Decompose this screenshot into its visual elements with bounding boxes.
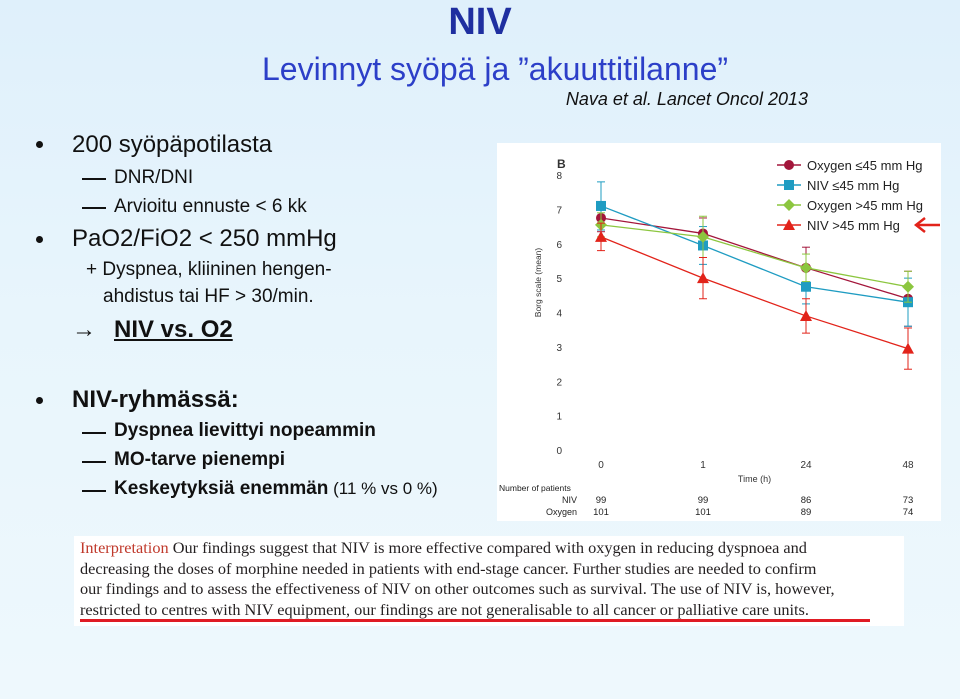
series-line <box>600 236 909 350</box>
data-point <box>596 200 606 211</box>
interpretation-label: Interpretation <box>80 538 169 557</box>
legend-marker <box>783 199 795 211</box>
bullet-dot <box>36 141 43 148</box>
sub-dnr: DNR/DNI <box>114 167 194 188</box>
conclusion-niv-vs-o2: NIV vs. O2 <box>114 316 233 343</box>
bullet-patients: 200 syöpäpotilasta <box>72 131 273 158</box>
bullet-dot <box>36 236 43 243</box>
patients-row-label: Oxygen <box>546 507 577 517</box>
sub-dropouts: Keskeytyksiä enemmän <box>114 478 329 499</box>
sub-dropouts-rate: (11 % vs 0 %) <box>328 479 438 498</box>
conclusion-arrow: → <box>72 316 96 343</box>
patients-header: Number of patients <box>499 483 571 493</box>
y-tick-label: 6 <box>556 240 562 251</box>
data-point <box>902 280 914 293</box>
patients-count: 99 <box>698 495 709 506</box>
data-point <box>800 309 812 321</box>
y-tick-label: 5 <box>556 274 562 285</box>
dash <box>82 432 106 434</box>
slide-subtitle: Levinnyt syöpä ja ”akuuttitilanne” <box>261 51 729 87</box>
interpretation-line-4: restricted to centres with NIV equipment… <box>80 599 809 619</box>
legend-marker <box>783 219 795 230</box>
bullet-dot <box>36 397 43 404</box>
legend-label: NIV ≤45 mm Hg <box>807 178 899 193</box>
y-tick-label: 3 <box>556 343 562 354</box>
citation: Nava et al. Lancet Oncol 2013 <box>565 89 808 109</box>
legend-label: NIV >45 mm Hg <box>807 218 900 233</box>
data-point <box>697 272 709 284</box>
interpretation-line-2: decreasing the doses of morphine needed … <box>80 558 817 578</box>
sub-prognosis: Arvioitu ennuste < 6 kk <box>114 196 307 217</box>
data-point <box>595 230 607 242</box>
x-tick-label: 24 <box>800 460 812 471</box>
y-tick-label: 7 <box>556 205 562 216</box>
patients-count: 89 <box>801 507 812 518</box>
patients-row-label: NIV <box>562 495 577 505</box>
legend-marker <box>784 160 794 170</box>
x-tick-label: 0 <box>598 460 604 471</box>
y-tick-label: 2 <box>556 377 562 388</box>
patients-count: 73 <box>903 495 914 506</box>
interpretation-box: Interpretation Our findings suggest that… <box>74 536 904 626</box>
legend-label: Oxygen >45 mm Hg <box>807 198 923 213</box>
criteria-line-1: + Dyspnea, kliininen hengen- <box>86 259 332 280</box>
bullet-pao2: PaO2/FiO2 < 250 mmHg <box>72 225 337 252</box>
y-axis-label: Borg scale (mean) <box>533 248 543 318</box>
panel-label: B <box>557 157 566 171</box>
patients-count: 99 <box>596 495 607 506</box>
legend-label: Oxygen ≤45 mm Hg <box>807 158 923 173</box>
x-axis-label: Time (h) <box>738 474 771 484</box>
y-tick-label: 4 <box>556 309 562 320</box>
interpretation-line-1: Our findings suggest that NIV is more ef… <box>172 538 807 557</box>
borg-scale-chart: B 0 1 2 3 4 5 6 7 8 Borg scale (mean) 0 1 24 48 Time (h… <box>497 143 941 521</box>
legend-marker <box>784 180 794 190</box>
data-point <box>902 342 914 354</box>
sub-morphine: MO-tarve pienempi <box>114 449 286 470</box>
data-point <box>801 281 811 292</box>
chart-svg: B 0 1 2 3 4 5 6 7 8 Borg scale (mean) 0 1 24 48 Time (h… <box>499 157 940 518</box>
series-line <box>600 224 909 288</box>
criteria-line-2: ahdistus tai HF > 30/min. <box>103 286 314 307</box>
data-point <box>800 261 812 274</box>
sub-dyspnea: Dyspnea lievittyi nopeammin <box>114 420 376 441</box>
patients-count: 74 <box>903 507 914 518</box>
x-tick-label: 48 <box>902 460 914 471</box>
interpretation-line-3: our findings and to assess the effective… <box>80 579 835 598</box>
patients-count: 86 <box>801 495 812 506</box>
y-tick-label: 0 <box>556 446 562 457</box>
slide-title: NIV <box>448 1 512 43</box>
x-tick-label: 1 <box>700 460 706 471</box>
patients-count: 101 <box>593 507 609 518</box>
dash <box>82 207 106 209</box>
highlight-arrowhead-icon <box>913 217 926 233</box>
highlight-underline <box>80 619 870 622</box>
dash <box>82 461 106 463</box>
bullet-niv-group: NIV-ryhmässä: <box>72 386 239 413</box>
dash <box>82 178 106 180</box>
y-tick-label: 8 <box>556 171 562 182</box>
y-tick-label: 1 <box>556 412 562 423</box>
dash <box>82 490 106 492</box>
patients-count: 101 <box>695 507 711 518</box>
series-line <box>600 205 909 303</box>
data-point <box>697 230 709 243</box>
